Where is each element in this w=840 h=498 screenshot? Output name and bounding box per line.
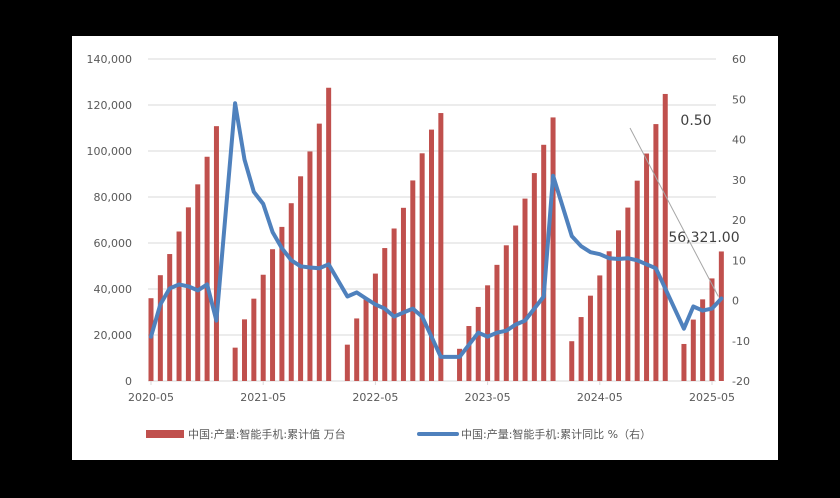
bar (148, 298, 154, 381)
bar (157, 275, 163, 381)
y-right-tick: 50 (732, 93, 746, 106)
bar (326, 87, 332, 381)
bar (391, 228, 397, 381)
x-tick-label: 2022-05 (352, 391, 398, 404)
bar (316, 123, 322, 381)
x-tick-label: 2020-05 (128, 391, 174, 404)
chart-card: 0 20,000 40,000 60,000 80,000 100,000 120,000 1… (72, 36, 778, 460)
bar (634, 180, 640, 381)
x-tick-label: 2025-05 (689, 391, 735, 404)
bar (503, 245, 509, 381)
bar (354, 318, 360, 381)
bar (597, 275, 603, 381)
bar (531, 173, 537, 381)
bar (662, 93, 668, 382)
bar (363, 298, 369, 381)
y-right-tick: 0 (732, 295, 739, 308)
x-tick-label: 2021-05 (240, 391, 286, 404)
yoy-line (149, 101, 724, 359)
y-right-tick: 20 (732, 214, 746, 227)
bar (242, 319, 247, 381)
x-tick-label: 2024-05 (577, 391, 623, 404)
bar-value-label: 56,321.00 (668, 230, 739, 246)
y-right-tick: -10 (732, 335, 750, 348)
y-left-tick: 40,000 (94, 283, 133, 296)
combo-chart: 0 20,000 40,000 60,000 80,000 100,000 120,000 1… (87, 53, 750, 441)
bar (195, 184, 201, 381)
y-left-tick: 120,000 (87, 99, 133, 112)
bar (372, 273, 378, 381)
y-right-tick: 30 (732, 174, 746, 187)
y-left-tick: 60,000 (94, 237, 133, 250)
y-left-tick: 100,000 (87, 145, 133, 158)
legend-bar-swatch (146, 430, 184, 438)
y-left-tick: 140,000 (87, 53, 133, 66)
y-left-tick: 80,000 (94, 191, 133, 204)
bar (569, 341, 575, 381)
bar (382, 248, 388, 381)
bar (718, 251, 724, 381)
bar (344, 344, 350, 381)
bar (485, 285, 491, 381)
bar (494, 264, 500, 381)
bar (616, 230, 621, 381)
annotation-leader (629, 127, 719, 297)
bar (653, 124, 659, 381)
bar (260, 274, 266, 381)
bar (513, 225, 519, 381)
bar (690, 319, 696, 381)
bar (204, 156, 210, 381)
bar (644, 153, 650, 381)
bar (625, 207, 631, 381)
bar (410, 180, 416, 381)
bar (176, 231, 182, 381)
legend-bar-label: 中国:产量:智能手机:累计值 万台 (188, 427, 346, 441)
bar (270, 249, 276, 381)
bar (251, 298, 257, 381)
y-right-tick: 60 (732, 53, 746, 66)
bar (700, 299, 706, 381)
bar (185, 207, 191, 381)
bar (606, 251, 612, 381)
bar (232, 347, 238, 381)
y-right-tick: 10 (732, 254, 746, 267)
bar (681, 343, 687, 381)
bar (213, 126, 219, 381)
bar (587, 295, 593, 381)
y-right-tick: -20 (732, 375, 750, 388)
bar (419, 153, 425, 381)
bar (457, 348, 463, 381)
bar (298, 176, 304, 381)
y-right-tick: 40 (732, 134, 746, 147)
bar (400, 207, 406, 381)
x-tick-label: 2023-05 (465, 391, 511, 404)
bar (167, 254, 173, 381)
y-left-tick: 0 (125, 375, 132, 388)
bar (578, 317, 584, 381)
line-value-label: 0.50 (680, 113, 711, 129)
bar (279, 226, 285, 381)
bar (475, 306, 481, 381)
legend-line-label: 中国:产量:智能手机:累计同比 %（右） (461, 427, 651, 441)
bar (709, 278, 715, 381)
bar (522, 198, 528, 381)
y-left-tick: 20,000 (94, 329, 133, 342)
bar (429, 129, 434, 381)
bar (550, 117, 556, 382)
bar (288, 203, 294, 381)
bar (541, 144, 547, 381)
bar (438, 113, 444, 382)
bar (466, 326, 472, 381)
